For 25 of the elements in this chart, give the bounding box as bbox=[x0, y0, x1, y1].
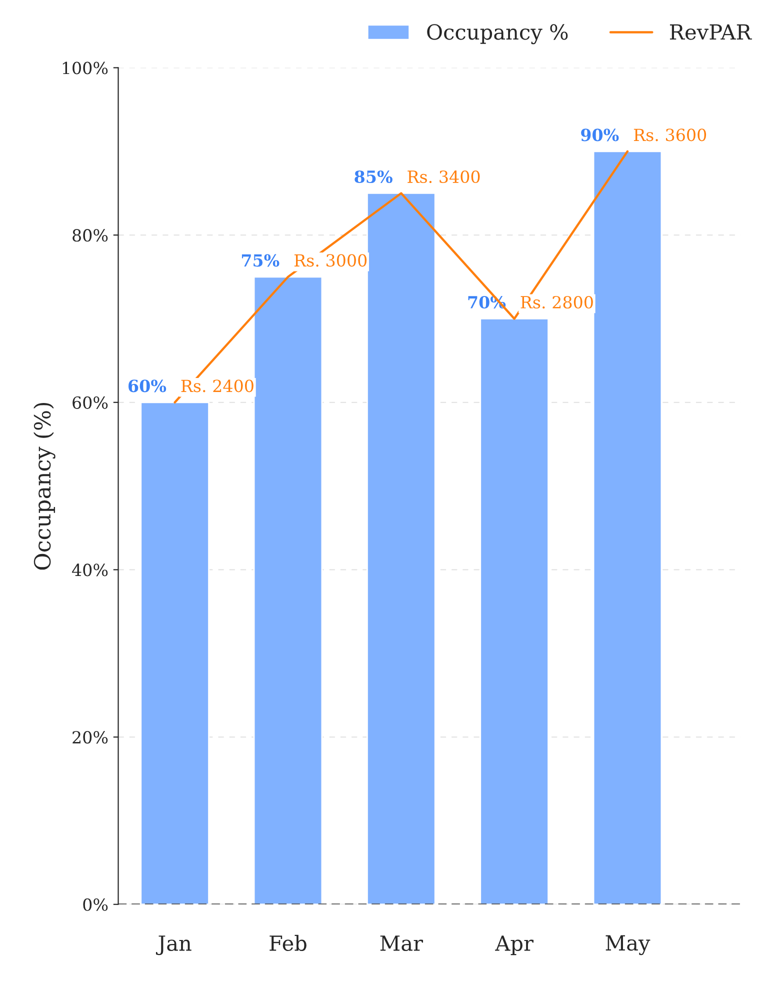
legend-label: RevPAR bbox=[670, 24, 752, 40]
y-tick-label: 80% bbox=[72, 229, 108, 242]
x-tick-label: Apr bbox=[495, 936, 534, 956]
data-label: Rs. 2400 bbox=[181, 380, 254, 392]
data-label: Rs. 3600 bbox=[634, 128, 706, 142]
x-tick-label: May bbox=[606, 935, 650, 956]
y-axis-title: Occupancy (%) bbox=[34, 402, 56, 570]
data-label: 75% bbox=[242, 254, 280, 267]
y-tick-label: 20% bbox=[72, 731, 108, 744]
y-tick-label: 60% bbox=[72, 396, 108, 409]
data-label: 60% bbox=[128, 380, 166, 392]
y-tick-label: 0% bbox=[83, 898, 108, 911]
data-label: 90% bbox=[581, 128, 619, 142]
x-tick-label: Mar bbox=[380, 936, 424, 952]
data-label: Rs. 3400 bbox=[408, 170, 480, 184]
y-tick-label: 100% bbox=[62, 62, 108, 74]
x-tick-label: Feb bbox=[270, 934, 306, 952]
x-tick-label: Jan bbox=[156, 936, 192, 956]
y-tick-label: 40% bbox=[72, 564, 108, 576]
bar bbox=[480, 318, 549, 904]
data-label: 85% bbox=[354, 170, 392, 184]
legend-label: Occupancy % bbox=[427, 24, 568, 44]
data-label: Rs. 2800 bbox=[520, 296, 593, 309]
data-label: Rs. 3000 bbox=[294, 254, 367, 267]
bar bbox=[140, 402, 210, 904]
